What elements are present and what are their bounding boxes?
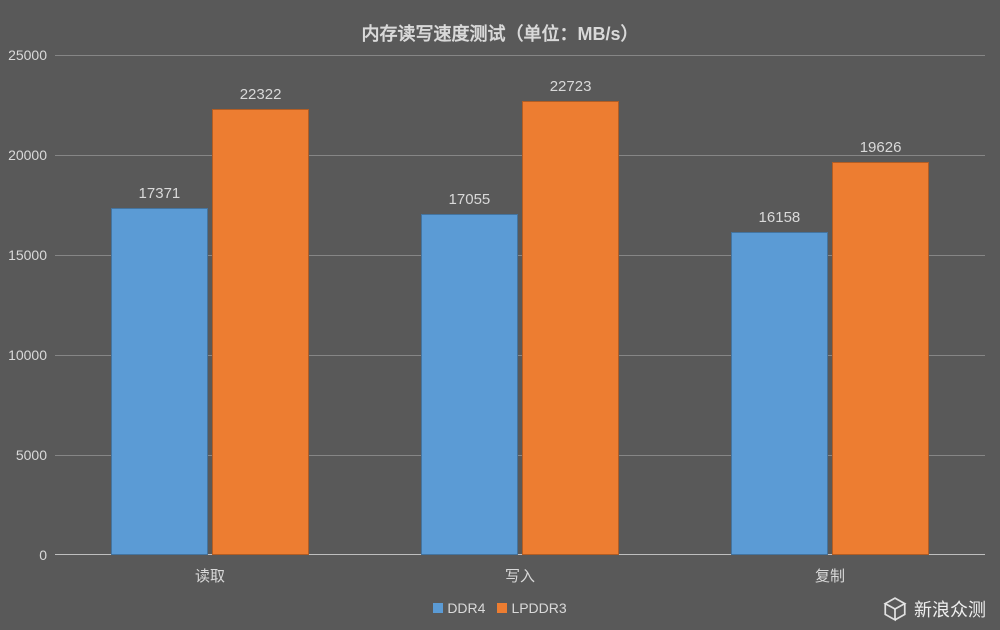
bar-value-label: 19626 — [860, 139, 902, 162]
gridline — [55, 55, 985, 56]
bar — [111, 208, 208, 555]
bar-value-label: 16158 — [759, 209, 801, 232]
bar — [421, 214, 518, 555]
bar-value-label: 22322 — [240, 86, 282, 109]
y-tick-label: 25000 — [8, 47, 55, 63]
legend-item: DDR4 — [433, 600, 485, 616]
legend-item: LPDDR3 — [497, 600, 566, 616]
plot-area: 05000100001500020000250001737122322读取170… — [55, 55, 985, 555]
watermark: 新浪众测 — [882, 596, 986, 622]
y-tick-label: 20000 — [8, 147, 55, 163]
bar-value-label: 17055 — [449, 191, 491, 214]
y-tick-label: 10000 — [8, 347, 55, 363]
y-tick-label: 0 — [39, 547, 55, 563]
legend-label: DDR4 — [447, 600, 485, 616]
y-tick-label: 15000 — [8, 247, 55, 263]
legend-swatch — [497, 603, 507, 613]
legend-label: LPDDR3 — [511, 600, 566, 616]
y-tick-label: 5000 — [16, 447, 55, 463]
category-label: 复制 — [815, 555, 845, 586]
bar — [832, 162, 929, 555]
gridline — [55, 155, 985, 156]
bar-value-label: 22723 — [550, 78, 592, 101]
bar — [731, 232, 828, 555]
category-label: 写入 — [505, 555, 535, 586]
watermark-text: 新浪众测 — [914, 596, 986, 622]
bar-value-label: 17371 — [139, 185, 181, 208]
legend-swatch — [433, 603, 443, 613]
bar — [522, 101, 619, 555]
category-label: 读取 — [195, 555, 225, 586]
bar — [212, 109, 309, 555]
legend: DDR4 LPDDR3 — [0, 600, 1000, 618]
chart-title: 内存读写速度测试（单位：MB/s） — [0, 20, 1000, 46]
cube-icon — [882, 596, 908, 622]
